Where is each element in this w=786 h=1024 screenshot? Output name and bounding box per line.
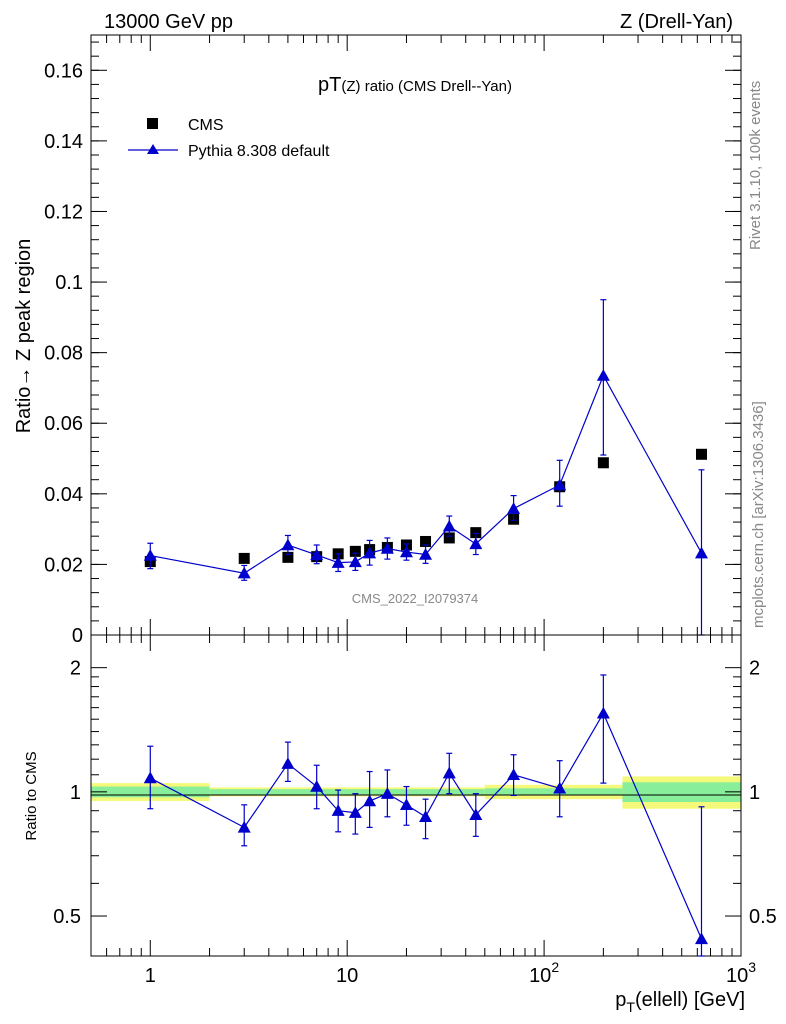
- y-tick-label: 0.1: [55, 272, 83, 294]
- title-sub: (Z): [341, 78, 360, 95]
- ratio-y-tick-label: 2: [70, 658, 81, 680]
- cms-data-point: [238, 552, 250, 564]
- plot-title: pT(Z) ratio (CMS Drell--Yan): [318, 74, 512, 96]
- cms-data-point: [349, 545, 361, 557]
- uncertainty-band-inner: [209, 789, 485, 795]
- main-y-axis-label: Ratio→ Z peak region: [13, 239, 35, 434]
- pythia-data-point: [237, 566, 251, 579]
- pythia-data-point: [331, 556, 345, 568]
- cms-data-point: [470, 527, 482, 539]
- ratio-frame: [90, 634, 742, 957]
- ratio-data-point: [363, 794, 377, 807]
- ratio-data-point: [419, 810, 433, 822]
- y-tick-label: 0.02: [44, 554, 83, 576]
- ratio-y-tick-label-right: 0.5: [749, 906, 777, 928]
- ratio-data-point: [380, 787, 394, 799]
- main-panel: 0 0.02 0.04 0.06 0.08 0.1 0.12 0.14 0.16 CMS_202…: [13, 34, 742, 647]
- title-main: pT: [318, 74, 341, 96]
- x-tick-label: 1: [145, 965, 156, 987]
- y-tick-label: 0.16: [44, 60, 83, 82]
- ratio-uncertainty-bands: [91, 776, 741, 809]
- pythia-data-point: [399, 545, 413, 558]
- title-rest: ratio (CMS Drell--Yan): [361, 78, 512, 95]
- y-tick-label: 0.06: [44, 413, 83, 435]
- uncertainty-band-inner: [622, 782, 741, 802]
- y-tick-label: 0.14: [44, 131, 83, 153]
- rivet-label: Rivet 3.1.10, 100k events: [747, 81, 764, 250]
- ratio-data-point: [399, 798, 413, 811]
- legend-pythia-marker: [147, 144, 159, 154]
- ratio-data-point: [143, 771, 157, 784]
- header-right: Z (Drell-Yan): [620, 11, 733, 33]
- ratio-y-tick-label-right: 1: [749, 782, 760, 804]
- x-axis-label-rest: (ellell) [GeV]: [635, 989, 745, 1011]
- header-left: 13000 GeV pp: [104, 11, 233, 33]
- pythia-series-line: [150, 374, 703, 574]
- pythia-data-point: [380, 542, 394, 554]
- ratio-data-point: [237, 820, 251, 833]
- y-tick-label: 0: [72, 625, 83, 647]
- ratio-data-point: [469, 808, 483, 820]
- pythia-data-point: [553, 478, 567, 491]
- ratio-y-tick-label: 0.5: [53, 906, 81, 928]
- pythia-data-point: [469, 537, 483, 550]
- ratio-series-line: [149, 712, 703, 940]
- cms-data-point: [597, 457, 609, 469]
- ratio-y-tick-label: 1: [70, 782, 81, 804]
- ratio-y-axis-label: Ratio to CMS: [23, 751, 40, 840]
- ratio-data: [143, 674, 708, 957]
- ratio-data-point: [596, 706, 610, 719]
- pythia-data-point: [310, 548, 324, 561]
- mcplots-label: mcplots.cern.ch [arXiv:1306.3436]: [750, 401, 767, 628]
- legend-cms-marker: [147, 118, 158, 129]
- ratio-data-point: [331, 804, 345, 816]
- ratio-data-point: [442, 766, 456, 779]
- pythia-data-point: [143, 549, 157, 561]
- pythia-data-point: [442, 519, 456, 532]
- legend: CMS Pythia 8.308 default: [128, 117, 330, 160]
- pythia-data-point: [419, 548, 433, 560]
- y-tick-label: 0.08: [44, 343, 83, 365]
- ratio-data-point: [694, 932, 708, 945]
- ratio-data-point: [281, 757, 295, 769]
- cms-data-point: [420, 535, 432, 547]
- ratio-data-point: [553, 781, 567, 794]
- main-axes: 0 0.02 0.04 0.06 0.08 0.1 0.12 0.14 0.16: [44, 34, 742, 647]
- ratio-axes: 0.5 0.5 1 1 2 2 1 10 102 103: [53, 634, 777, 987]
- ratio-data-point: [310, 780, 324, 792]
- x-axis-label-sub: T: [626, 999, 635, 1015]
- y-tick-label: 0.04: [44, 484, 83, 506]
- x-axis-label-main: p: [615, 989, 626, 1011]
- ratio-y-tick-label-right: 2: [749, 658, 760, 680]
- x-tick-label: 102: [529, 959, 559, 987]
- pythia-data-point: [363, 546, 377, 559]
- x-tick-label: 103: [726, 959, 756, 987]
- ratio-panel: 0.5 0.5 1 1 2 2 1 10 102 103 Ratio to CMS pT(elle…: [23, 634, 777, 1015]
- pythia-data-point: [348, 555, 362, 568]
- watermark: CMS_2022_I2079374: [352, 591, 479, 606]
- pythia-data-point: [694, 546, 708, 559]
- y-tick-label: 0.12: [44, 201, 83, 223]
- x-tick-label: 10: [336, 965, 358, 987]
- cms-data-point: [443, 532, 455, 544]
- ratio-data-point: [507, 768, 521, 780]
- pythia-data-point: [507, 502, 521, 514]
- x-axis-label: pT(ellell) [GeV]: [615, 989, 745, 1015]
- cms-data-point: [282, 551, 294, 563]
- pythia-data-point: [596, 369, 610, 381]
- pythia-data-point: [281, 538, 295, 551]
- cms-data-point: [695, 448, 707, 460]
- legend-cms-label: CMS: [188, 117, 224, 134]
- legend-pythia-label: Pythia 8.308 default: [188, 143, 330, 160]
- main-data: [143, 299, 708, 636]
- ratio-data-point: [348, 806, 362, 818]
- uncertainty-band-inner: [484, 788, 623, 796]
